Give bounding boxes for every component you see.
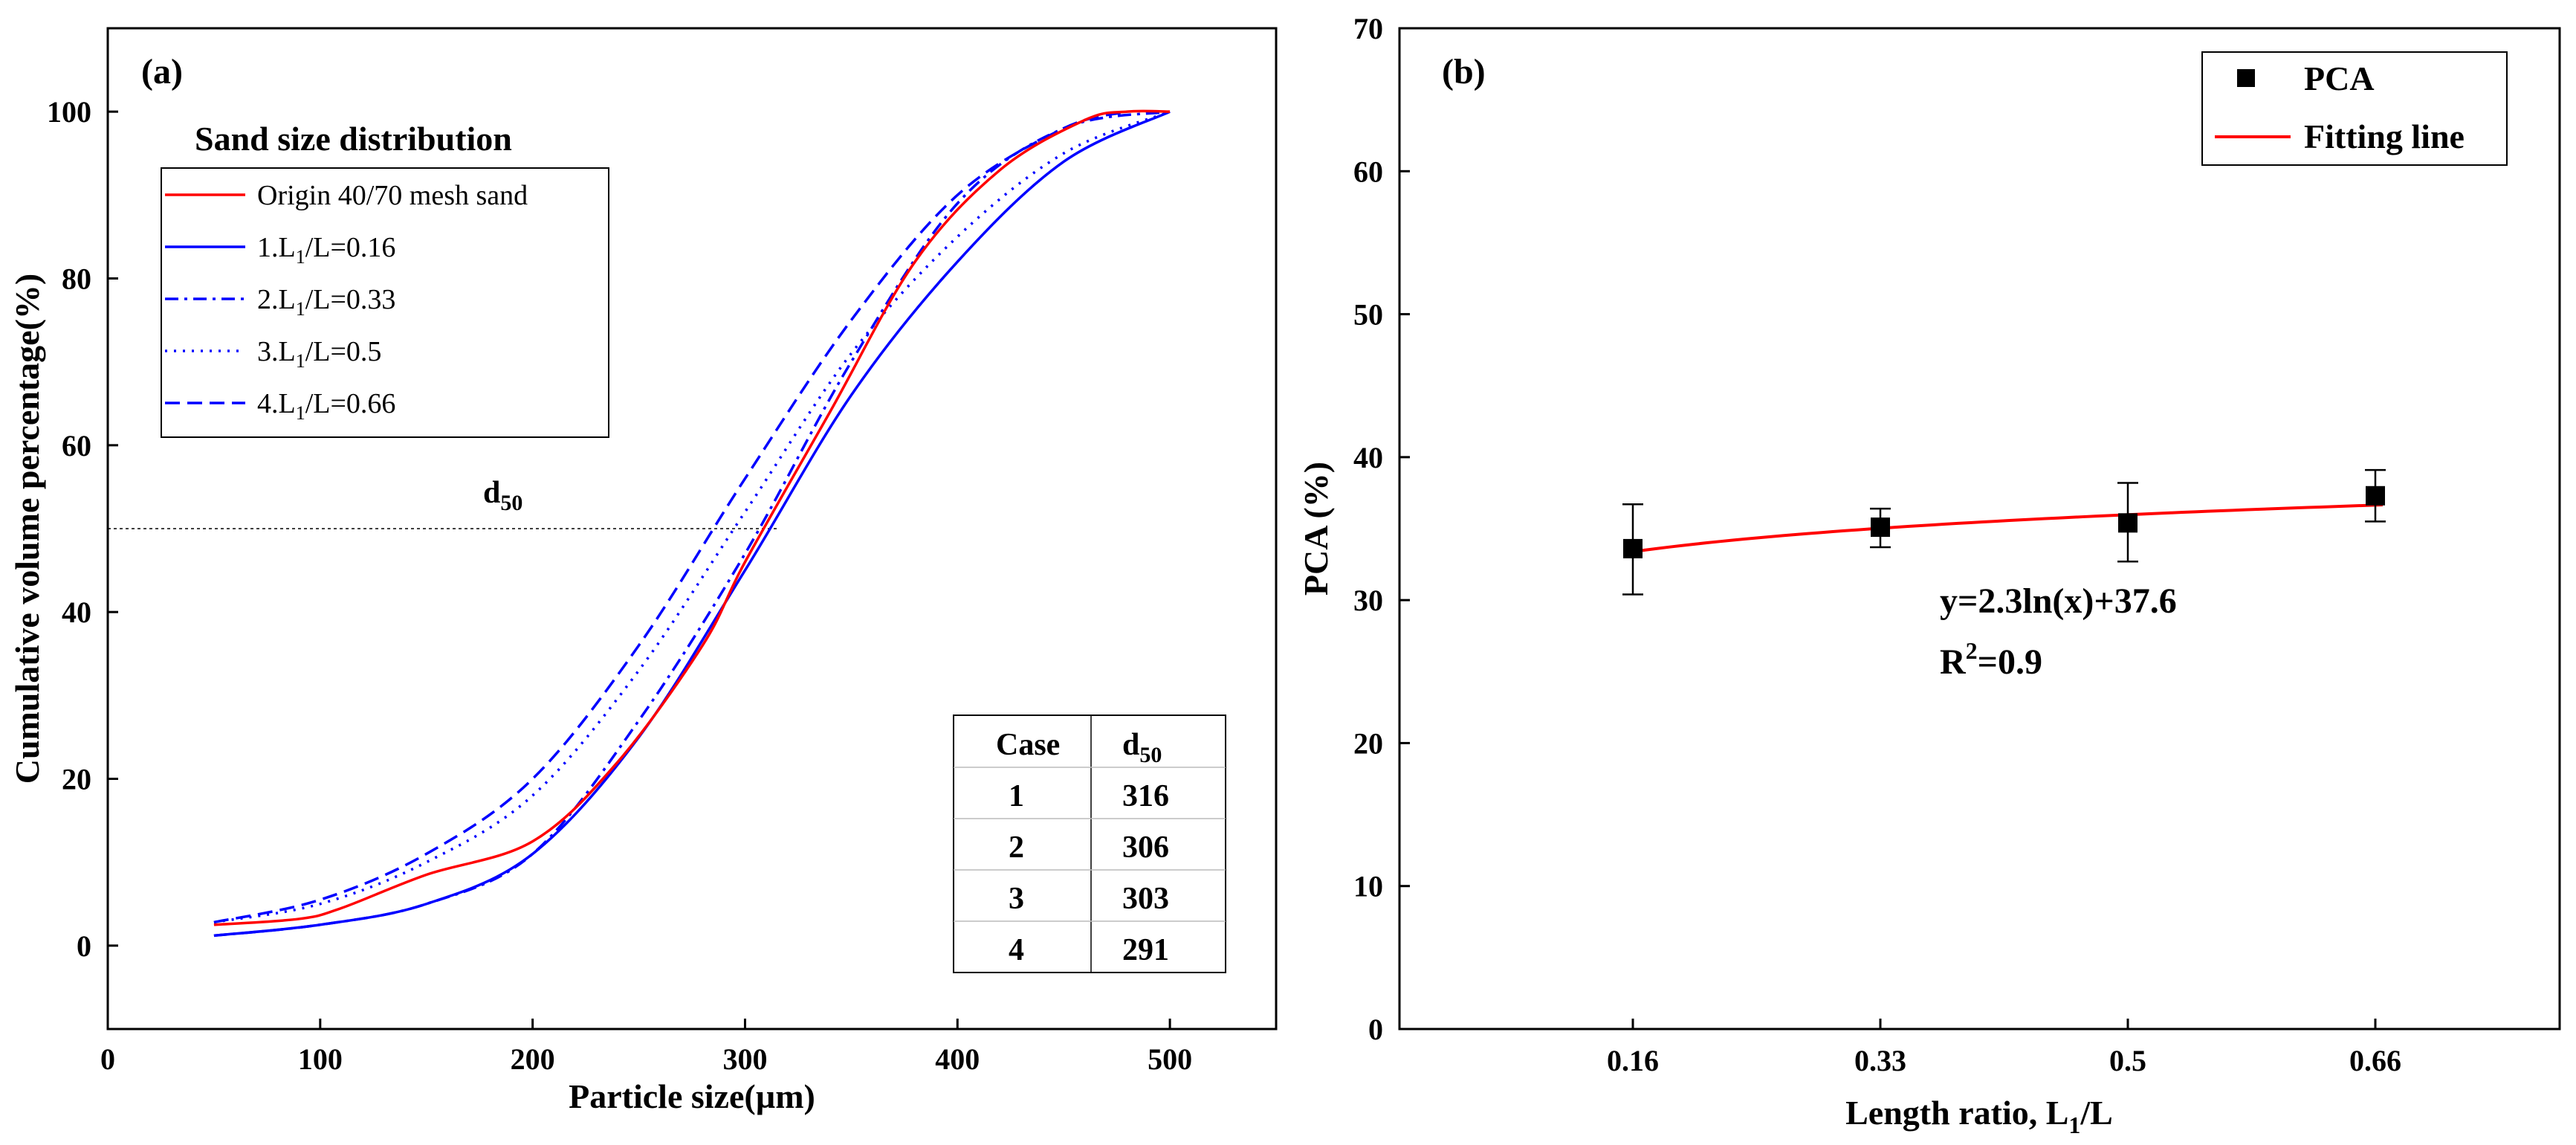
panel-a: 0 100 200 300 400 500 0 20 40 60 80 100 (a) Sand si… [8, 27, 1278, 1115]
legend-a-label-1: 1.L1/L=0.16 [257, 232, 395, 268]
b-y-tick-label-0: 0 [1368, 1013, 1383, 1046]
a-y-tick-label-1: 20 [62, 763, 91, 796]
panel-b-fit [1632, 503, 2384, 554]
pca-point-2 [2118, 513, 2138, 533]
a-x-tick-label-4: 400 [935, 1042, 980, 1076]
legend-a-title: Sand size distribution [195, 120, 512, 158]
table-cell-d50-0: 316 [1122, 779, 1169, 813]
d50-table: Case d50 1 316 2 306 3 303 4 291 [953, 715, 1226, 973]
b-x-tick-label-3: 0.66 [2349, 1044, 2401, 1077]
table-cell-d50-2: 303 [1122, 882, 1169, 916]
table-cell-case-1: 2 [1009, 830, 1024, 865]
b-y-tick-label-5: 50 [1353, 298, 1383, 332]
table-cell-d50-3: 291 [1122, 933, 1169, 967]
legend-a-box [161, 167, 609, 438]
table-header-d50: d50 [1122, 728, 1162, 767]
legend-a-label-3: 3.L1/L=0.5 [257, 336, 381, 372]
table-cell-case-2: 3 [1009, 882, 1024, 916]
a-y-tick-label-4: 80 [62, 262, 91, 296]
fit-r-squared: R2=0.9 [1940, 637, 2042, 682]
a-y-tick-label-2: 40 [62, 596, 91, 629]
b-y-tick-label-3: 30 [1353, 584, 1383, 617]
legend-a: Origin 40/70 mesh sand 1.L1/L=0.16 2.L1/L=… [165, 180, 528, 424]
d50-table-frame [953, 715, 1226, 973]
legend-a-label-2: 2.L1/L=0.33 [257, 284, 395, 320]
b-x-tick-label-0: 0.16 [1607, 1044, 1659, 1077]
d50-label: d50 [483, 476, 522, 515]
pca-point-3 [2366, 486, 2385, 506]
a-y-tick-label-5: 100 [47, 95, 91, 129]
a-series-line-2 [213, 110, 1171, 938]
panel-a-y-axis-label: Cumulative volume percentage(%) [8, 274, 46, 784]
panel-b-label: (b) [1442, 52, 1486, 91]
table-header-case: Case [996, 728, 1060, 762]
a-y-tick-label-0: 0 [77, 929, 91, 963]
a-series-line-0 [213, 109, 1171, 926]
panel-b-y-axis-label: PCA (%) [1297, 462, 1335, 596]
fit-equation: y=2.3ln(x)+37.6 [1940, 581, 2177, 621]
panel-a-label: (a) [141, 52, 183, 91]
legend-b-pca-marker [2237, 69, 2255, 87]
panel-a-x-axis-label: Particle size(µm) [569, 1077, 815, 1115]
b-y-tick-label-6: 60 [1353, 155, 1383, 188]
panel-b-ticks: 0.16 0.33 0.5 0.66 0 10 20 30 40 50 60 70 [1353, 12, 2401, 1077]
a-series-line-1 [213, 110, 1171, 938]
b-y-tick-label-2: 20 [1353, 726, 1383, 760]
a-x-tick-label-2: 200 [511, 1042, 555, 1076]
a-series-line-4 [213, 110, 1128, 924]
panel-a-ticks: 0 100 200 300 400 500 0 20 40 60 80 100 [47, 95, 1192, 1076]
table-cell-case-0: 1 [1009, 779, 1024, 813]
panel-b-frame [1398, 27, 2561, 1030]
panel-b: 0.16 0.33 0.5 0.66 0 10 20 30 40 50 60 70 (b) PCA F… [1297, 12, 2561, 1138]
table-cell-case-3: 4 [1009, 933, 1024, 967]
panel-b-x-axis-label: Length ratio, L1/L [1845, 1094, 2113, 1138]
b-x-tick-label-1: 0.33 [1854, 1044, 1906, 1077]
b-x-tick-label-2: 0.5 [2109, 1044, 2146, 1077]
b-y-tick-label-7: 70 [1353, 12, 1383, 45]
panel-b-points [1622, 468, 2386, 596]
b-y-tick-label-1: 10 [1353, 870, 1383, 903]
d50-table-rows: 1 316 2 306 3 303 4 291 [954, 767, 1226, 967]
a-x-tick-label-0: 0 [100, 1042, 115, 1076]
pca-point-0 [1623, 538, 1643, 558]
legend-a-label-4: 4.L1/L=0.66 [257, 388, 395, 424]
b-y-tick-label-4: 40 [1353, 441, 1383, 474]
a-x-tick-label-3: 300 [722, 1042, 767, 1076]
legend-b-fit-label: Fitting line [2304, 117, 2465, 155]
legend-b-pca-label: PCA [2304, 59, 2375, 97]
fit-line [1632, 503, 2384, 554]
panel-a-series [213, 109, 1171, 938]
a-x-tick-label-5: 500 [1148, 1042, 1192, 1076]
a-y-tick-label-3: 60 [62, 429, 91, 462]
legend-a-label-0: Origin 40/70 mesh sand [257, 180, 528, 211]
table-cell-d50-1: 306 [1122, 830, 1169, 865]
pca-point-1 [1871, 517, 1890, 538]
a-x-tick-label-1: 100 [298, 1042, 343, 1076]
